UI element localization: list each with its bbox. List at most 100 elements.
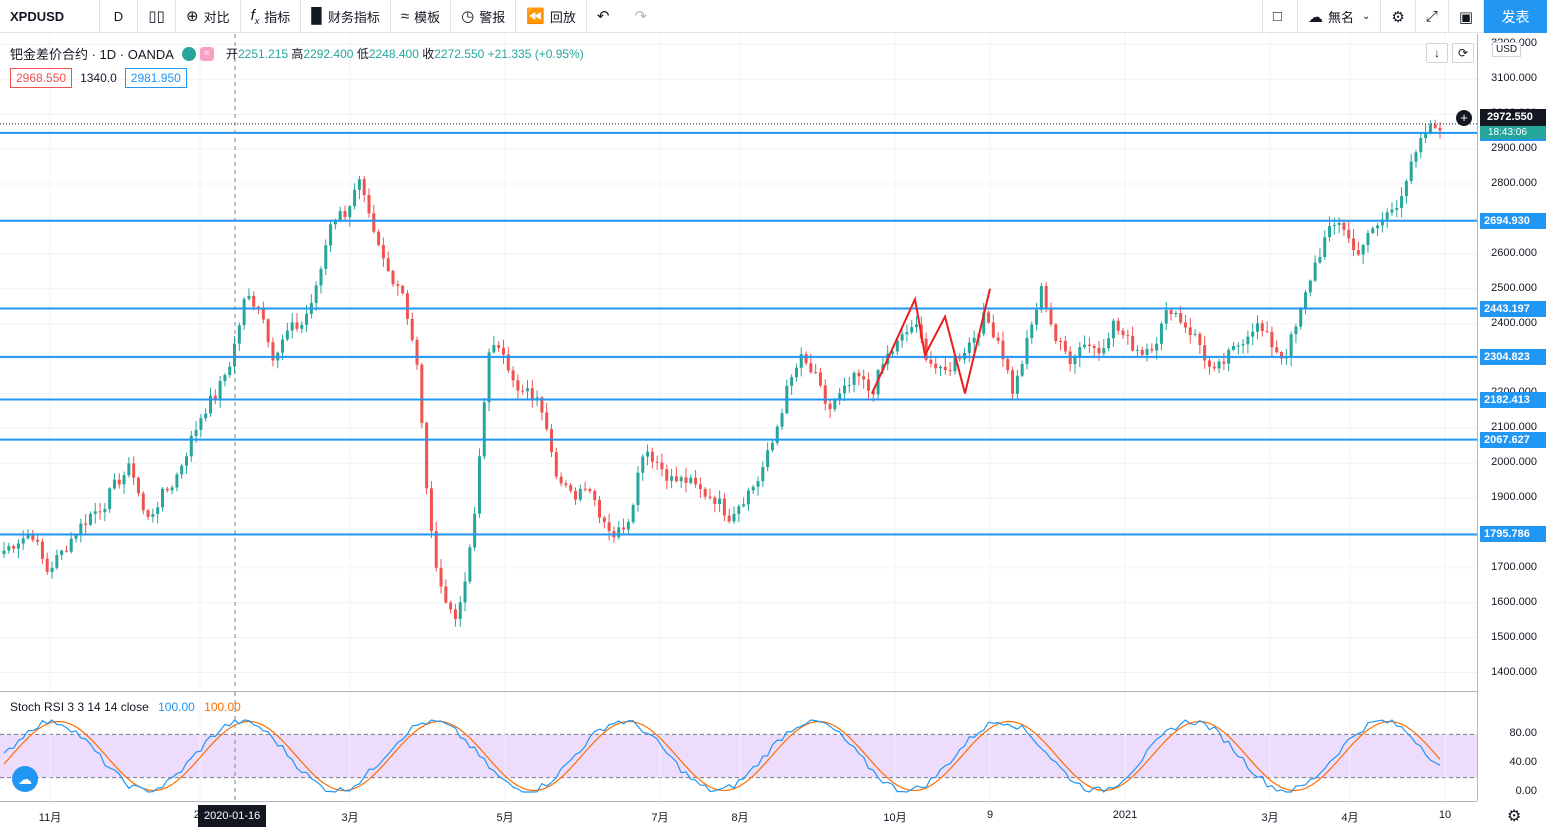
candle-body bbox=[1164, 310, 1168, 324]
candle-body bbox=[266, 319, 270, 343]
replay-button[interactable]: ⏪ 回放 bbox=[516, 0, 587, 33]
candle-body bbox=[103, 509, 107, 513]
chevron-down-icon: ⌄ bbox=[1361, 11, 1371, 22]
candle-body bbox=[449, 602, 453, 610]
candle-body bbox=[617, 527, 621, 538]
candle-body bbox=[112, 479, 116, 489]
candle-body bbox=[1270, 331, 1274, 348]
candle-body bbox=[319, 268, 323, 286]
candle-body bbox=[1150, 348, 1154, 351]
currency-label[interactable]: USD bbox=[1492, 42, 1522, 57]
candle-body bbox=[425, 422, 429, 489]
candle-body bbox=[1380, 219, 1384, 226]
candle-body bbox=[377, 231, 381, 246]
spread-value: 1340.0 bbox=[80, 71, 117, 85]
candle-body bbox=[213, 395, 217, 400]
ask-price-button[interactable]: 2981.950 bbox=[124, 68, 187, 88]
candle-body bbox=[622, 527, 626, 530]
high-value: 2292.400 bbox=[303, 47, 354, 61]
price-axis[interactable]: 3200.0003100.0003000.0002900.0002800.000… bbox=[1456, 34, 1547, 801]
candle-body bbox=[434, 531, 438, 568]
publish-button[interactable]: 发表 bbox=[1484, 0, 1547, 33]
alert-button[interactable]: ◷ 警报 bbox=[451, 0, 517, 33]
rewind-icon: ⏪ bbox=[526, 8, 545, 25]
plus-circle-icon[interactable]: + bbox=[1456, 110, 1472, 126]
wave-icon[interactable]: ≈ bbox=[199, 46, 214, 61]
layout-button[interactable]: □ bbox=[1261, 0, 1298, 33]
time-label: 9 bbox=[986, 809, 994, 821]
candle-body bbox=[559, 476, 563, 484]
candle-body bbox=[1107, 338, 1111, 349]
candle-body bbox=[847, 384, 851, 386]
symbol-search-button[interactable]: XPDUSD bbox=[0, 0, 100, 33]
price-chart-svg[interactable] bbox=[0, 34, 1477, 690]
scroll-down-button[interactable]: ↓ bbox=[1426, 43, 1448, 63]
snapshot-button[interactable]: ▣ bbox=[1449, 0, 1484, 33]
candle-body bbox=[1174, 313, 1178, 315]
stoch-rsi-svg[interactable] bbox=[0, 692, 1477, 801]
candle-body bbox=[934, 363, 938, 369]
rsi-k-value: 100.00 bbox=[158, 700, 195, 714]
candle-body bbox=[285, 330, 289, 340]
candle-body bbox=[799, 354, 803, 368]
candle-body bbox=[1044, 286, 1048, 309]
eye-icon[interactable] bbox=[181, 46, 196, 61]
candle-body bbox=[588, 489, 592, 492]
candle-body bbox=[1356, 250, 1360, 255]
candle-body bbox=[204, 413, 208, 419]
candle-body bbox=[1289, 334, 1293, 357]
candle-body bbox=[766, 450, 770, 468]
candle-body bbox=[415, 339, 419, 365]
cloud-logo-icon[interactable]: ☁ bbox=[12, 766, 38, 792]
fullscreen-button[interactable]: ⤢ bbox=[1416, 0, 1449, 33]
function-icon: fx bbox=[250, 6, 260, 26]
candle-body bbox=[1116, 320, 1120, 331]
candle-body bbox=[1131, 335, 1135, 351]
interval-button[interactable]: D bbox=[100, 0, 138, 33]
layout-name-button[interactable]: ☁ 無名 ⌄ bbox=[1298, 0, 1382, 33]
chart-style-button[interactable]: ▯▯ bbox=[138, 0, 176, 33]
candle-body bbox=[160, 488, 164, 508]
candle-body bbox=[463, 581, 467, 603]
indicators-button[interactable]: fx 指标 bbox=[241, 0, 302, 33]
bid-price-button[interactable]: 2968.550 bbox=[10, 68, 73, 88]
stoch-rsi-pane[interactable] bbox=[0, 691, 1477, 801]
candle-body bbox=[252, 295, 256, 307]
hline-price-label: 2694.930 bbox=[1480, 212, 1546, 229]
refresh-icon: ⟳ bbox=[1457, 46, 1469, 60]
current-price-label: 2972.550 bbox=[1480, 109, 1546, 126]
undo-button[interactable]: ↶ bbox=[587, 0, 625, 33]
candle-body bbox=[165, 488, 169, 491]
redo-button[interactable]: ↷ bbox=[624, 0, 662, 33]
chart-legend: 钯金差价合约 · 1D · OANDA ≈ 开2251.215 高2292.40… bbox=[10, 44, 584, 63]
main-chart-pane[interactable] bbox=[0, 34, 1477, 690]
settings-gear-icon[interactable]: ⚙ bbox=[1507, 808, 1522, 825]
candle-body bbox=[674, 476, 678, 482]
candle-body bbox=[713, 497, 717, 504]
undo-icon: ↶ bbox=[596, 8, 610, 25]
refresh-button[interactable]: ⟳ bbox=[1452, 43, 1474, 63]
compare-button[interactable]: ⊕ 对比 bbox=[176, 0, 241, 33]
hline-price-label: 2182.413 bbox=[1480, 391, 1546, 408]
candles-icon: ▯▯ bbox=[148, 8, 165, 25]
candle-body bbox=[631, 504, 635, 523]
candle-body bbox=[429, 488, 433, 532]
time-axis[interactable]: 11月203月5月7月8月10月920213月4月10 bbox=[0, 801, 1477, 829]
price-tick: 1600.000 bbox=[1491, 595, 1537, 608]
candle-body bbox=[1385, 212, 1389, 220]
price-tick: 2100.000 bbox=[1491, 421, 1537, 434]
candle-body bbox=[458, 602, 462, 619]
candle-body bbox=[223, 375, 227, 382]
templates-button[interactable]: ≈ 模板 bbox=[391, 0, 452, 33]
financials-button[interactable]: ▉ 财务指标 bbox=[301, 0, 391, 33]
candle-body bbox=[943, 366, 947, 371]
candle-body bbox=[583, 488, 587, 490]
candle-body bbox=[1371, 228, 1375, 233]
candle-body bbox=[45, 558, 49, 572]
candle-body bbox=[405, 293, 409, 319]
hline-price-label: 1795.786 bbox=[1480, 526, 1546, 543]
candle-body bbox=[1078, 347, 1082, 358]
candle-body bbox=[40, 541, 44, 559]
settings-button[interactable]: ⚙ bbox=[1381, 0, 1416, 33]
rsi-legend-title: Stoch RSI 3 3 14 14 close bbox=[10, 700, 149, 714]
